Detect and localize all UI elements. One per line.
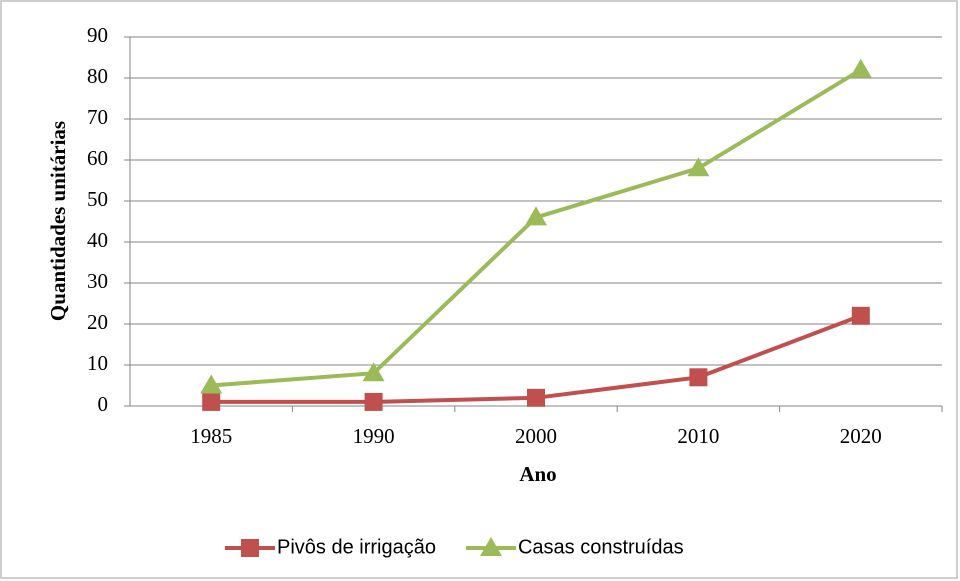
y-tick-label: 10 [87, 351, 108, 375]
x-tick-label: 2000 [515, 424, 557, 448]
y-tick-label: 90 [87, 23, 108, 47]
y-tick-label: 30 [87, 269, 108, 293]
data-point [525, 206, 547, 226]
legend-label: Casas construídas [518, 536, 684, 558]
x-tick-label: 1985 [190, 424, 232, 448]
x-tick-label: 2020 [840, 424, 882, 448]
legend-label: Pivôs de irrigação [277, 536, 436, 558]
x-tick-label: 2010 [677, 424, 719, 448]
y-tick-label: 70 [87, 105, 108, 129]
x-axis-label: Ano [519, 462, 556, 486]
y-tick-label: 20 [87, 310, 108, 334]
y-tick-label: 60 [87, 146, 108, 170]
data-point [689, 368, 708, 387]
y-tick-label: 80 [87, 64, 108, 88]
data-point [202, 392, 221, 411]
data-point [687, 157, 710, 177]
legend-marker [479, 537, 502, 556]
data-point [200, 374, 223, 394]
data-point [851, 306, 870, 325]
y-tick-label: 40 [87, 228, 108, 252]
y-tick-label: 0 [98, 392, 109, 416]
data-point [849, 58, 872, 78]
y-tick-label: 50 [87, 187, 108, 211]
data-point [362, 362, 385, 382]
y-axis-label: Quantidades unitárias [46, 121, 70, 321]
x-tick-label: 1990 [353, 424, 395, 448]
data-point [527, 388, 545, 407]
legend-marker [241, 539, 259, 557]
data-point [364, 392, 383, 411]
legend: Pivôs de irrigação Casas construídas [225, 536, 684, 558]
